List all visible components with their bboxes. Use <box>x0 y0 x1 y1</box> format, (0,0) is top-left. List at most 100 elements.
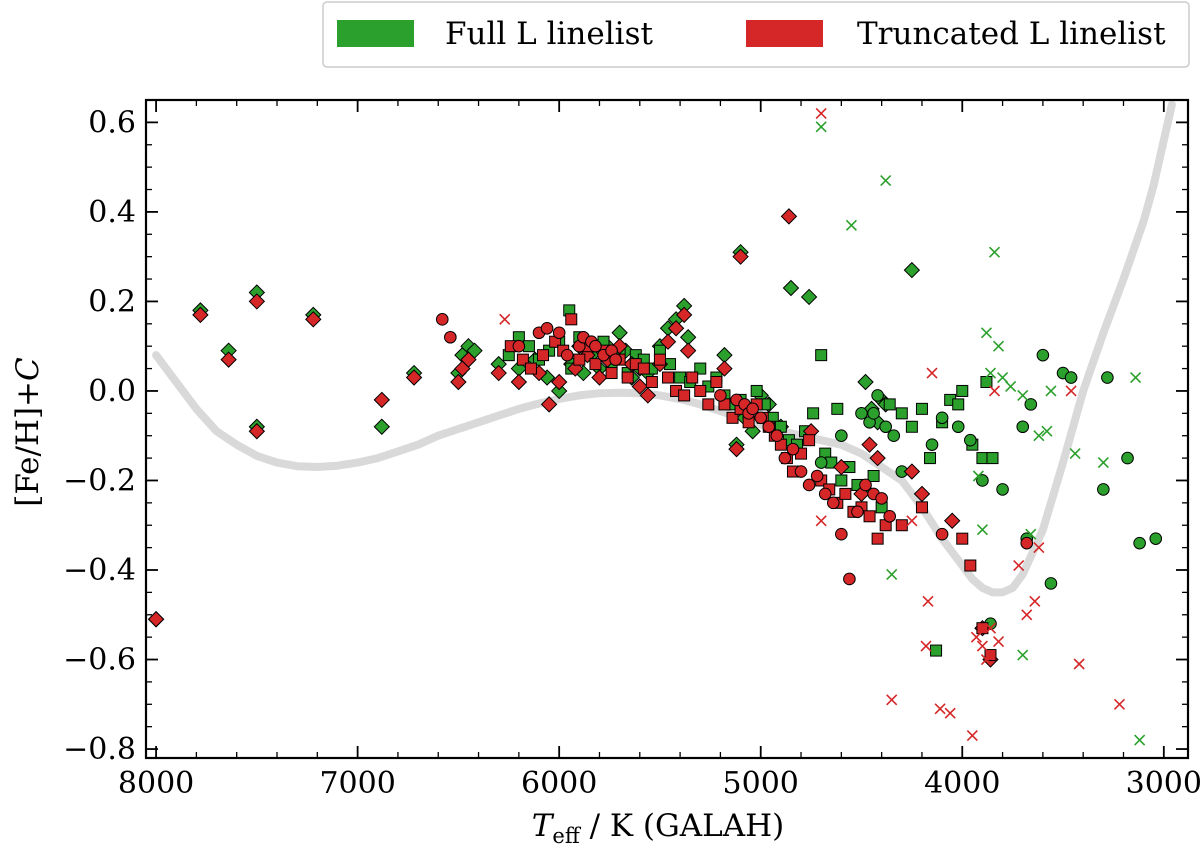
y-tick-label: −0.2 <box>63 463 136 498</box>
point-full-cross <box>1134 734 1146 746</box>
y-tick-label: −0.6 <box>63 643 136 678</box>
point-truncated-circle <box>802 478 816 492</box>
point-truncated-square <box>956 532 969 545</box>
point-truncated-diamond <box>667 320 685 337</box>
point-truncated-square <box>524 362 537 375</box>
point-truncated-square <box>637 362 650 375</box>
point-full-circle <box>867 407 880 420</box>
point-truncated-circle <box>746 402 759 416</box>
y-axis-title: [Fe/H]+C <box>10 357 46 507</box>
point-truncated-cross <box>815 107 827 119</box>
point-full-square <box>986 452 999 465</box>
point-truncated-circle <box>851 505 864 519</box>
point-full-cross <box>1005 380 1017 393</box>
point-full-square <box>835 474 848 487</box>
series-truncated-diamond <box>147 208 999 668</box>
point-full-square <box>807 407 820 420</box>
legend-label-truncated: Truncated L linelist <box>857 16 1166 52</box>
point-truncated-square <box>803 434 816 447</box>
point-truncated-diamond <box>220 351 237 368</box>
y-tick-label: 0.6 <box>88 105 136 140</box>
y-tick-label: 0.4 <box>88 195 136 230</box>
point-full-circle <box>879 420 892 434</box>
point-truncated-circle <box>770 429 784 443</box>
point-truncated-square <box>726 411 739 424</box>
legend: Full L linelist Truncated L linelist <box>322 1 1190 68</box>
point-full-circle <box>996 483 1009 496</box>
point-full-diamond <box>550 382 568 400</box>
point-full-cross <box>1033 430 1045 442</box>
point-full-circle <box>1097 483 1110 496</box>
point-truncated-square <box>645 376 658 388</box>
series-full-cross <box>815 121 1146 746</box>
point-truncated-cross <box>988 385 1001 397</box>
point-truncated-cross <box>934 703 946 715</box>
point-truncated-circle <box>1020 536 1034 550</box>
point-truncated-square <box>605 367 618 380</box>
y-tick-label: −0.4 <box>63 553 136 588</box>
point-truncated-cross <box>984 622 997 634</box>
y-tick-label: −0.8 <box>63 732 136 767</box>
point-truncated-cross <box>1013 559 1025 572</box>
legend-swatch-full <box>337 20 414 47</box>
legend-label-full: Full L linelist <box>445 16 653 52</box>
point-full-cross <box>845 219 857 231</box>
point-full-cross <box>1045 385 1057 397</box>
point-truncated-cross <box>992 636 1005 648</box>
point-truncated-square <box>871 532 884 545</box>
y-tick-label: 0.2 <box>88 284 136 319</box>
point-full-circle <box>1024 398 1038 411</box>
point-truncated-cross <box>906 515 918 527</box>
point-full-cross <box>997 371 1009 384</box>
point-truncated-cross <box>815 515 827 527</box>
point-truncated-square <box>653 353 666 366</box>
x-tick-label: 5000 <box>723 766 799 801</box>
point-full-square <box>831 402 844 415</box>
point-truncated-diamond <box>305 311 322 328</box>
point-truncated-circle <box>609 353 622 366</box>
point-full-cross <box>988 246 1001 258</box>
point-full-cross <box>886 568 898 581</box>
x-tick-label: 4000 <box>924 766 1000 801</box>
point-truncated-diamond <box>450 373 467 391</box>
point-truncated-cross <box>1065 385 1077 397</box>
point-full-diamond <box>857 373 874 391</box>
point-truncated-cross <box>1021 609 1033 621</box>
point-truncated-circle <box>589 339 602 353</box>
point-full-diamond <box>800 288 818 306</box>
plot-frame <box>144 98 1190 760</box>
point-full-square <box>895 407 908 420</box>
point-truncated-circle <box>444 330 457 344</box>
series-truncated-cross <box>499 107 1126 742</box>
point-truncated-square <box>678 389 691 402</box>
point-truncated-cross <box>922 595 934 607</box>
point-full-square <box>915 402 928 415</box>
point-truncated-diamond <box>591 369 608 386</box>
point-full-circle <box>951 420 965 434</box>
point-full-circle <box>1133 536 1146 550</box>
point-full-cross <box>984 367 997 379</box>
point-full-square <box>930 644 943 657</box>
point-full-circle <box>1149 532 1163 545</box>
point-full-circle <box>1044 577 1058 590</box>
point-truncated-circle <box>762 420 776 434</box>
x-tick-label: 3000 <box>1126 766 1200 801</box>
point-truncated-diamond <box>943 512 961 529</box>
point-full-cross <box>880 175 892 187</box>
point-full-cross <box>1097 457 1109 469</box>
point-truncated-cross <box>926 367 938 379</box>
point-full-diamond <box>903 261 921 279</box>
point-truncated-square <box>621 371 634 384</box>
point-full-circle <box>1036 348 1050 362</box>
point-truncated-diamond <box>510 373 528 391</box>
axes-layer: 8000 7000 6000 5000 4000 3000 0.6 0.4 0.2 0.0 −0.2… <box>63 98 1200 801</box>
point-truncated-square <box>662 371 675 384</box>
point-full-cross <box>1069 448 1081 460</box>
point-full-circle <box>935 411 949 425</box>
point-full-cross <box>1041 425 1053 437</box>
point-full-square <box>924 452 937 465</box>
point-full-diamond <box>782 279 800 297</box>
point-truncated-square <box>702 398 715 411</box>
point-truncated-circle <box>883 509 897 523</box>
point-truncated-diamond <box>861 436 878 453</box>
